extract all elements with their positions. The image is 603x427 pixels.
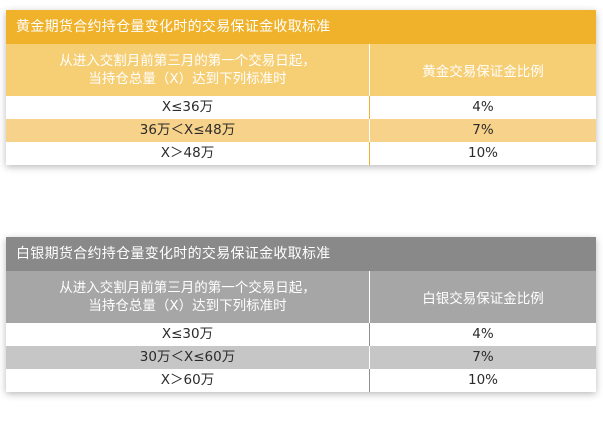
gold-header-position-threshold: 从进入交割月前第三月的第一个交易日起， 当持仓总量（X）达到下列标准时 — [6, 44, 370, 96]
gold-header-line1: 从进入交割月前第三月的第一个交易日起， — [59, 53, 316, 69]
table-row: X＞60万 10% — [6, 369, 596, 392]
table-row: 30万＜X≤60万 7% — [6, 346, 596, 369]
gold-margin-table: 黄金期货合约持仓量变化时的交易保证金收取标准 从进入交割月前第三月的第一个交易日… — [6, 10, 596, 165]
silver-table-header: 从进入交割月前第三月的第一个交易日起， 当持仓总量（X）达到下列标准时 白银交易… — [6, 271, 596, 323]
table-row: 36万＜X≤48万 7% — [6, 119, 596, 142]
margin-rate-cell: 7% — [472, 349, 494, 365]
position-range-cell: X＞60万 — [6, 369, 370, 392]
position-range-cell: 36万＜X≤48万 — [6, 119, 370, 142]
position-range-cell: 30万＜X≤60万 — [6, 346, 370, 369]
gold-table-header: 从进入交割月前第三月的第一个交易日起， 当持仓总量（X）达到下列标准时 黄金交易… — [6, 44, 596, 96]
table-row: X≤36万 4% — [6, 96, 596, 119]
gold-header-line2: 当持仓总量（X）达到下列标准时 — [88, 71, 287, 87]
silver-margin-table: 白银期货合约持仓量变化时的交易保证金收取标准 从进入交割月前第三月的第一个交易日… — [6, 237, 596, 392]
gold-header-margin-ratio: 黄金交易保证金比例 — [422, 64, 544, 80]
position-range-cell: X＞48万 — [6, 142, 370, 165]
position-range-cell: X≤30万 — [6, 323, 370, 346]
silver-header-line2: 当持仓总量（X）达到下列标准时 — [88, 298, 287, 314]
table-row: X＞48万 10% — [6, 142, 596, 165]
margin-rate-cell: 10% — [467, 372, 498, 388]
margin-rate-cell: 7% — [472, 122, 494, 138]
margin-rate-cell: 4% — [472, 99, 494, 115]
gold-table-title: 黄金期货合约持仓量变化时的交易保证金收取标准 — [6, 10, 596, 44]
silver-header-line1: 从进入交割月前第三月的第一个交易日起， — [59, 280, 316, 296]
margin-rate-cell: 4% — [472, 326, 494, 342]
margin-rate-cell: 10% — [467, 145, 498, 161]
table-row: X≤30万 4% — [6, 323, 596, 346]
silver-header-margin-ratio: 白银交易保证金比例 — [422, 291, 544, 307]
position-range-cell: X≤36万 — [6, 96, 370, 119]
silver-header-position-threshold: 从进入交割月前第三月的第一个交易日起， 当持仓总量（X）达到下列标准时 — [6, 271, 370, 323]
silver-table-title: 白银期货合约持仓量变化时的交易保证金收取标准 — [6, 237, 596, 271]
